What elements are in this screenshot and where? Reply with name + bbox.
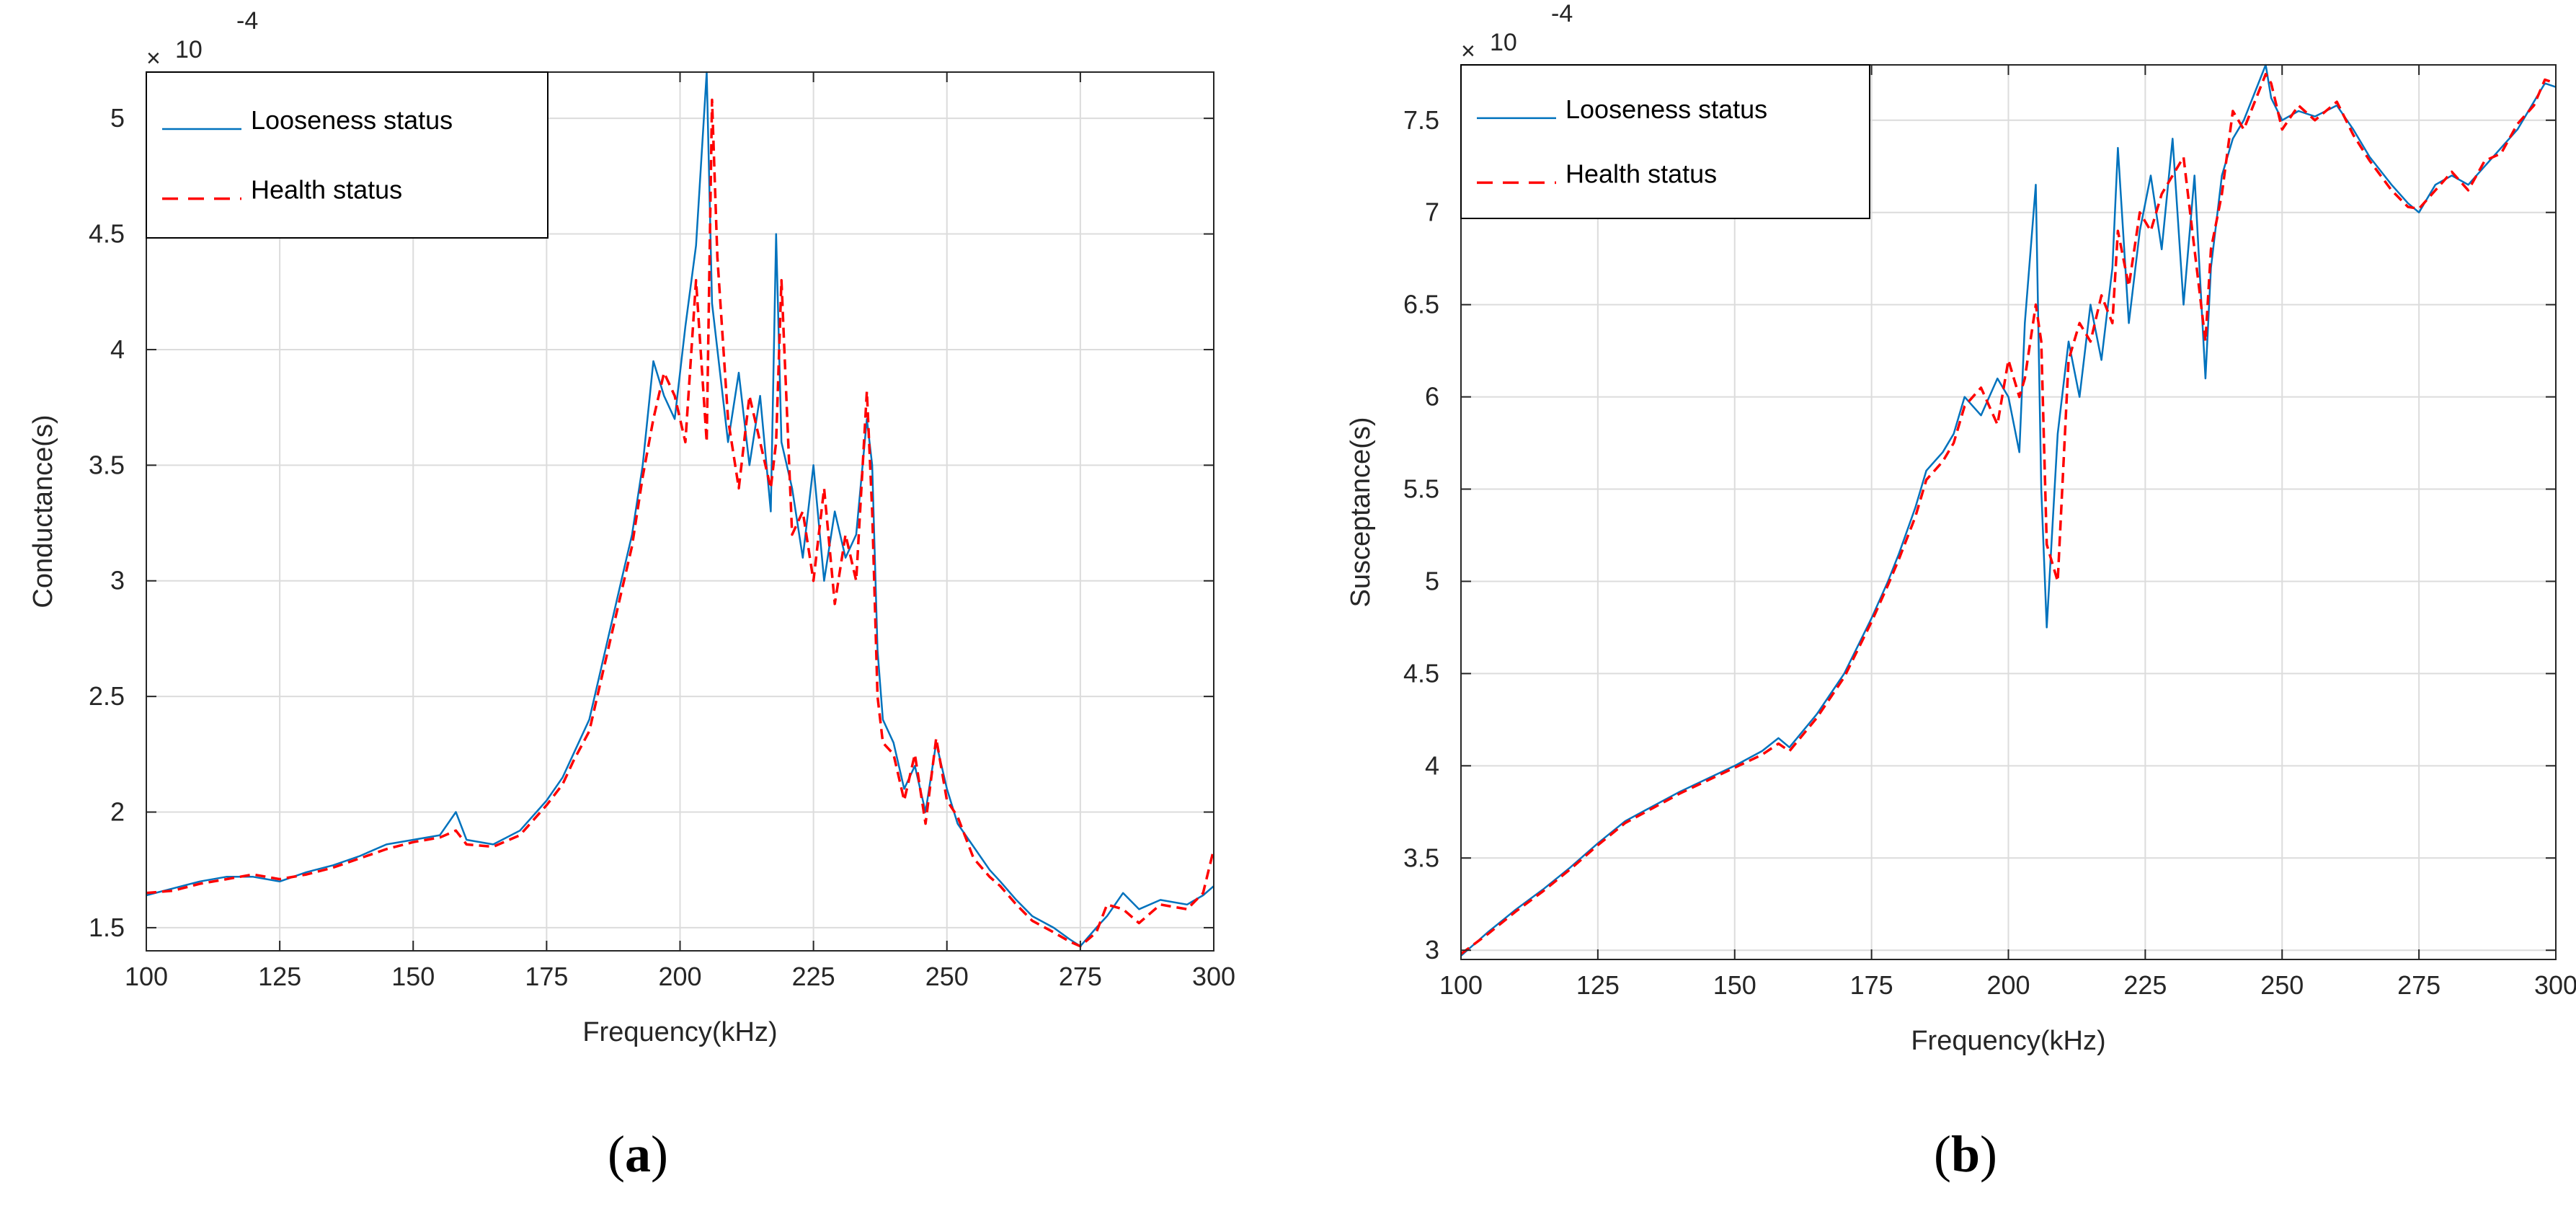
x-axis-label: Frequency(kHz): [582, 1017, 777, 1047]
legend-box: [1460, 64, 1870, 219]
x-tick-label: 300: [2534, 970, 2576, 1000]
y-tick-label: 4.5: [1403, 658, 1439, 688]
series-line-looseness: [1460, 63, 2557, 957]
legend-box: [146, 71, 548, 239]
x-tick-label: 100: [125, 962, 168, 991]
y-tick-label: 1.5: [89, 913, 125, 942]
caption-letter: a: [625, 1125, 651, 1183]
x-tick-label: 250: [925, 962, 969, 991]
legend: Looseness status Health status: [146, 71, 548, 239]
y-axis-label: Susceptance(s): [1346, 417, 1376, 607]
y-tick-label: 2: [110, 797, 125, 827]
legend-label-health: Health status: [251, 175, 402, 205]
y-tick-label: 5: [1425, 566, 1439, 595]
x-tick-label: 275: [1059, 962, 1102, 991]
x-tick-label: 225: [792, 962, 835, 991]
y-tick-label: 5: [110, 103, 125, 133]
legend: Looseness status Health status: [1460, 64, 1870, 219]
x-tick-label: 125: [258, 962, 301, 991]
x-tick-label: 200: [658, 962, 701, 991]
y-tick-label: 3: [110, 566, 125, 595]
x-tick-label: 175: [525, 962, 568, 991]
legend-label-health: Health status: [1565, 159, 1717, 188]
x-tick-label: 150: [1713, 970, 1756, 1000]
panel-caption: (a): [608, 1125, 668, 1183]
y-tick-label: 7.5: [1403, 105, 1439, 135]
y-tick-label: 4: [1425, 750, 1439, 780]
caption-close-paren: ): [651, 1125, 668, 1183]
y-tick-label: 4.5: [89, 219, 125, 249]
caption-open-paren: (: [1934, 1125, 1951, 1183]
x-tick-label: 225: [2123, 970, 2167, 1000]
y-tick-label: 7: [1425, 198, 1439, 227]
panel-a-conductance-chart: 100 125 150 175 200 225 250 275 300 1.5 2 2.5 3 3.5 4 4…: [28, 7, 1235, 1183]
panel-b-susceptance-chart: 100 125 150 175 200 225 250 275 300 3 3.5 4 4.5 5 5.5 6…: [1346, 0, 2576, 1183]
y-tick-label: 3: [1425, 935, 1439, 965]
exponent-base: 10: [175, 36, 203, 63]
legend-label-looseness: Looseness status: [1565, 94, 1767, 124]
exponent-base: 10: [1490, 29, 1517, 56]
caption-open-paren: (: [608, 1125, 625, 1183]
x-tick-label: 100: [1439, 970, 1483, 1000]
x-tick-label: 300: [1192, 962, 1235, 991]
x-tick-label: 275: [2397, 970, 2440, 1000]
series-line-looseness: [146, 71, 1214, 947]
legend-label-looseness: Looseness status: [251, 105, 453, 135]
exponent-prefix: ×: [146, 45, 161, 72]
y-axis-label: Conductance(s): [28, 414, 58, 608]
exponent-prefix: ×: [1461, 37, 1475, 65]
y-tick-label: 6: [1425, 382, 1439, 412]
y-tick-label: 3.5: [89, 450, 125, 479]
caption-close-paren: ): [1980, 1125, 1997, 1183]
x-tick-label: 150: [391, 962, 435, 991]
x-tick-label: 250: [2260, 970, 2304, 1000]
y-tick-label: 5.5: [1403, 474, 1439, 504]
series-line-health: [1460, 73, 2557, 955]
x-tick-label: 125: [1576, 970, 1620, 1000]
exponent-power: -4: [236, 7, 258, 35]
exponent-power: -4: [1551, 0, 1573, 27]
caption-letter: b: [1951, 1125, 1980, 1183]
y-tick-label: 6.5: [1403, 290, 1439, 319]
series-line-health: [146, 98, 1215, 948]
x-tick-label: 175: [1850, 970, 1893, 1000]
panel-caption: (b): [1934, 1125, 1997, 1183]
y-tick-label: 3.5: [1403, 843, 1439, 872]
y-tick-label: 4: [110, 334, 125, 364]
x-axis-label: Frequency(kHz): [1911, 1026, 2105, 1056]
y-tick-label: 2.5: [89, 681, 125, 711]
x-tick-label: 200: [1986, 970, 2030, 1000]
